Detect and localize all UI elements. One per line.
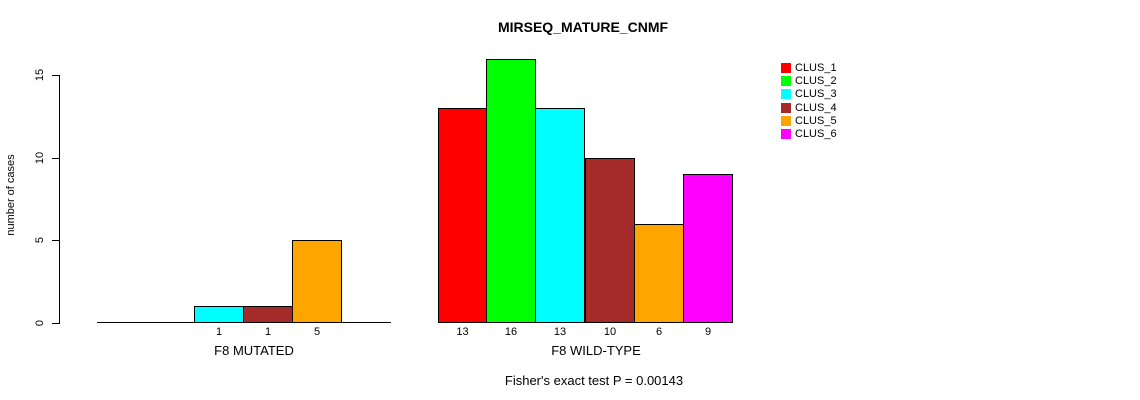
bar-clus_6-wild-type [683, 174, 733, 323]
bar-clus_3-mutated [194, 306, 244, 323]
legend-swatch-clus_3 [781, 89, 791, 99]
bar-clus_3-wild-type [535, 108, 585, 323]
chart-title: MIRSEQ_MATURE_CNMF [497, 19, 669, 35]
bar-value-label: 10 [603, 326, 617, 338]
y-tick-label: 5 [34, 236, 46, 244]
bar-value-label: 5 [313, 326, 321, 338]
legend-label: CLUS_6 [795, 128, 837, 140]
bar-value-label: 9 [704, 326, 712, 338]
group-label: F8 WILD-TYPE [551, 343, 641, 358]
legend-swatch-clus_5 [781, 116, 791, 126]
bar-value-label: 1 [264, 326, 272, 338]
zero-bar-clus_6-mutated [341, 322, 391, 323]
legend-item-clus_6: CLUS_6 [781, 128, 837, 140]
y-tick-label: 0 [34, 319, 46, 327]
legend-label: CLUS_3 [795, 88, 837, 100]
bar-clus_5-wild-type [634, 224, 684, 323]
bar-value-label: 1 [215, 326, 223, 338]
legend-swatch-clus_6 [781, 129, 791, 139]
y-tick-mark [52, 240, 60, 241]
y-tick-label: 10 [34, 151, 46, 165]
bar-clus_4-wild-type [585, 158, 635, 323]
legend-label: CLUS_5 [795, 115, 837, 127]
annotation-text: Fisher's exact test P = 0.00143 [504, 373, 684, 388]
y-tick-mark [52, 75, 60, 76]
bar-value-label: 16 [504, 326, 518, 338]
y-tick-mark [52, 158, 60, 159]
y-tick-label: 15 [34, 68, 46, 82]
bar-clus_1-wild-type [438, 108, 487, 323]
legend-item-clus_3: CLUS_3 [781, 88, 837, 100]
y-tick-mark [52, 323, 60, 324]
legend-swatch-clus_1 [781, 63, 791, 73]
bar-clus_4-mutated [243, 306, 293, 323]
y-axis-label: number of cases [5, 154, 17, 236]
bar-clus_2-wild-type [486, 59, 536, 323]
group-label: F8 MUTATED [214, 343, 294, 358]
legend-swatch-clus_2 [781, 76, 791, 86]
zero-bar-clus_1-mutated [97, 322, 146, 323]
legend-label: CLUS_4 [795, 102, 837, 114]
legend-label: CLUS_2 [795, 75, 837, 87]
y-axis-line [59, 75, 60, 324]
zero-bar-clus_2-mutated [145, 322, 195, 323]
legend-label: CLUS_1 [795, 62, 837, 74]
bar-value-label: 13 [553, 326, 567, 338]
bar-clus_5-mutated [292, 240, 342, 323]
legend-item-clus_5: CLUS_5 [781, 115, 837, 127]
bar-value-label: 6 [655, 326, 663, 338]
bar-value-label: 13 [456, 326, 469, 338]
legend-item-clus_2: CLUS_2 [781, 75, 837, 87]
legend-swatch-clus_4 [781, 103, 791, 113]
legend-item-clus_4: CLUS_4 [781, 102, 837, 114]
legend-item-clus_1: CLUS_1 [781, 62, 837, 74]
